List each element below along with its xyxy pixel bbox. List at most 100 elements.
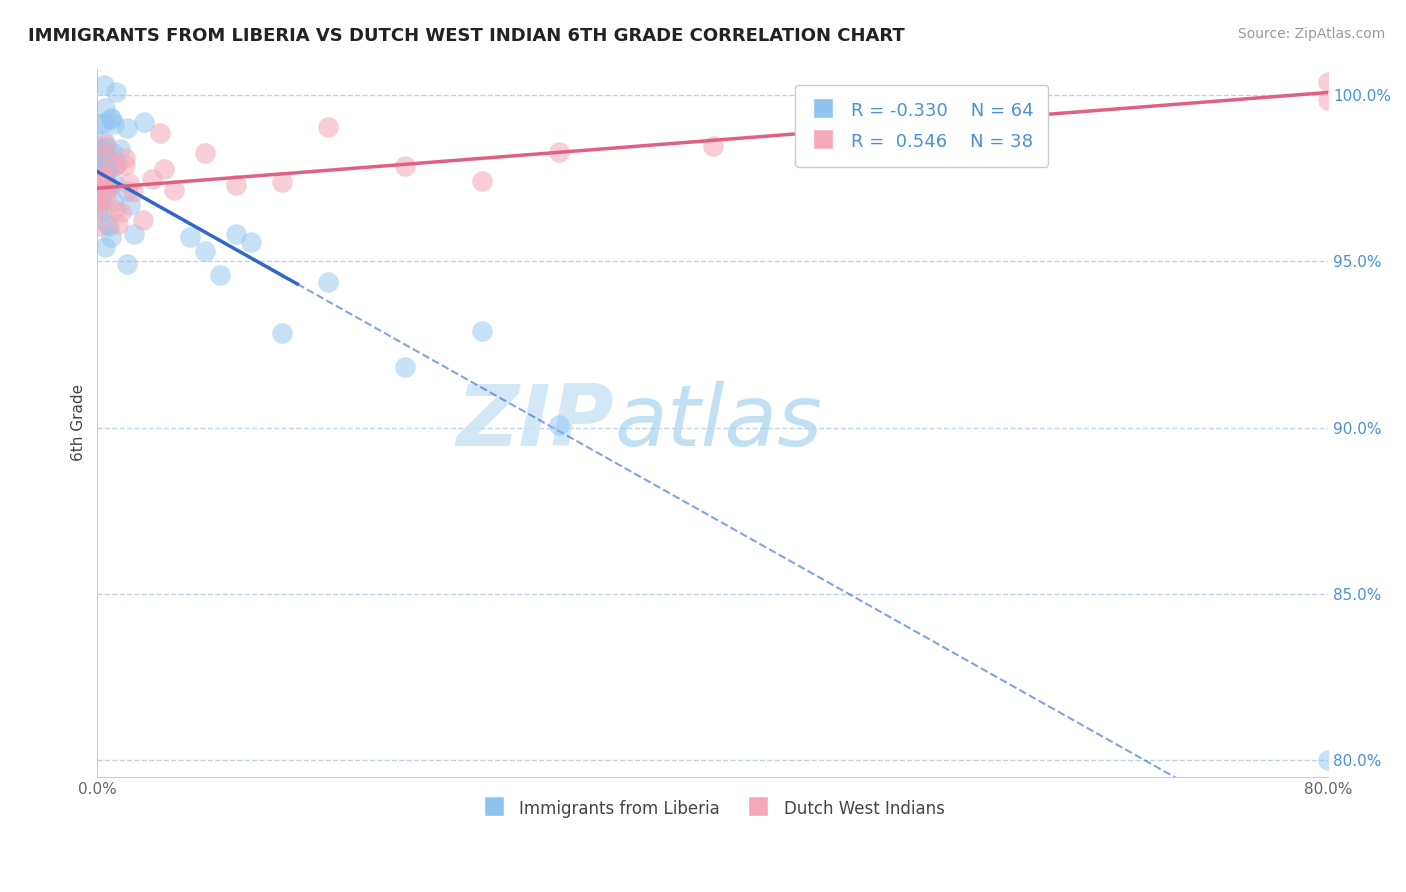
Point xyxy=(90,182,112,196)
Point xyxy=(115,257,138,271)
Point xyxy=(89,193,111,207)
Point xyxy=(89,170,111,185)
Point xyxy=(90,169,112,183)
Point xyxy=(394,360,416,375)
Legend: Immigrants from Liberia, Dutch West Indians: Immigrants from Liberia, Dutch West Indi… xyxy=(474,791,950,825)
Point xyxy=(101,194,124,209)
Point xyxy=(103,176,125,190)
Point xyxy=(179,230,201,244)
Point xyxy=(104,86,127,100)
Point xyxy=(90,172,112,186)
Point xyxy=(87,178,110,193)
Point xyxy=(91,169,114,184)
Point xyxy=(93,134,115,148)
Point xyxy=(100,111,122,125)
Point xyxy=(115,184,138,198)
Point xyxy=(141,172,163,186)
Point xyxy=(91,176,114,190)
Point xyxy=(93,158,115,172)
Point xyxy=(94,136,117,151)
Point xyxy=(316,275,339,289)
Point xyxy=(97,181,120,195)
Point xyxy=(89,153,111,167)
Point xyxy=(225,178,247,192)
Point xyxy=(471,174,494,188)
Point xyxy=(225,227,247,242)
Point xyxy=(87,185,110,199)
Point xyxy=(90,190,112,204)
Point xyxy=(110,204,132,219)
Point xyxy=(194,244,217,258)
Point xyxy=(94,191,117,205)
Point xyxy=(118,176,141,190)
Y-axis label: 6th Grade: 6th Grade xyxy=(72,384,86,461)
Point xyxy=(271,326,294,340)
Point xyxy=(548,417,571,432)
Point xyxy=(702,138,724,153)
Point xyxy=(96,161,118,175)
Point xyxy=(394,159,416,173)
Point xyxy=(120,198,142,212)
Point xyxy=(122,185,145,199)
Point xyxy=(93,169,115,183)
Point xyxy=(271,176,294,190)
Point xyxy=(91,173,114,187)
Text: atlas: atlas xyxy=(614,381,823,464)
Point xyxy=(94,180,117,194)
Point xyxy=(94,165,117,179)
Point xyxy=(100,229,122,244)
Point xyxy=(87,201,110,215)
Point xyxy=(94,140,117,154)
Point xyxy=(94,178,117,192)
Text: Source: ZipAtlas.com: Source: ZipAtlas.com xyxy=(1237,27,1385,41)
Point xyxy=(93,78,115,93)
Point xyxy=(1317,93,1340,107)
Point xyxy=(194,146,217,161)
Point xyxy=(122,227,145,242)
Point xyxy=(105,156,128,170)
Point xyxy=(855,104,877,119)
Point xyxy=(101,146,124,161)
Point xyxy=(104,202,127,217)
Point xyxy=(94,182,117,196)
Point xyxy=(104,158,127,172)
Point xyxy=(90,178,112,193)
Point xyxy=(108,141,131,155)
Point xyxy=(163,183,186,197)
Point xyxy=(152,161,174,176)
Point xyxy=(114,152,136,166)
Text: IMMIGRANTS FROM LIBERIA VS DUTCH WEST INDIAN 6TH GRADE CORRELATION CHART: IMMIGRANTS FROM LIBERIA VS DUTCH WEST IN… xyxy=(28,27,905,45)
Point xyxy=(209,268,232,283)
Point xyxy=(94,148,117,162)
Point xyxy=(87,155,110,169)
Point xyxy=(103,117,125,131)
Point xyxy=(97,178,120,193)
Point xyxy=(87,195,110,210)
Text: ZIP: ZIP xyxy=(457,381,614,464)
Point xyxy=(114,158,136,172)
Point xyxy=(548,145,571,160)
Point xyxy=(91,142,114,156)
Point xyxy=(115,121,138,136)
Point xyxy=(96,217,118,231)
Point xyxy=(105,158,128,172)
Point xyxy=(100,112,122,127)
Point xyxy=(132,212,155,227)
Point xyxy=(87,150,110,164)
Point xyxy=(87,177,110,191)
Point xyxy=(91,141,114,155)
Point xyxy=(134,114,156,128)
Point xyxy=(87,219,110,234)
Point xyxy=(93,171,115,186)
Point xyxy=(107,217,129,231)
Point xyxy=(94,240,117,254)
Point xyxy=(316,120,339,135)
Point xyxy=(94,101,117,115)
Point xyxy=(87,199,110,213)
Point xyxy=(94,147,117,161)
Point xyxy=(87,118,110,132)
Point xyxy=(471,324,494,338)
Point xyxy=(240,235,263,250)
Point xyxy=(1317,753,1340,767)
Point xyxy=(149,126,172,140)
